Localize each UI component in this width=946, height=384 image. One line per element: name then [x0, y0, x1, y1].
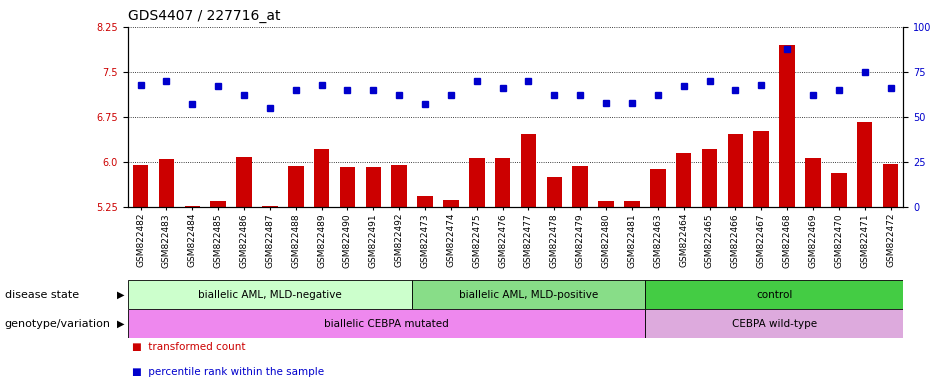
- Bar: [210, 201, 226, 207]
- Text: CEBPA wild-type: CEBPA wild-type: [731, 318, 816, 329]
- Bar: [645, 309, 903, 338]
- Text: biallelic AML, MLD-positive: biallelic AML, MLD-positive: [459, 290, 598, 300]
- Text: ▶: ▶: [117, 318, 125, 329]
- Bar: [645, 280, 903, 309]
- Bar: [753, 131, 769, 207]
- Bar: [495, 158, 511, 207]
- Bar: [727, 134, 744, 207]
- Bar: [184, 206, 201, 207]
- Bar: [547, 177, 562, 207]
- Bar: [236, 157, 252, 207]
- Bar: [780, 45, 795, 207]
- Text: ■  transformed count: ■ transformed count: [132, 342, 246, 352]
- Bar: [572, 166, 588, 207]
- Bar: [702, 149, 717, 207]
- Bar: [650, 169, 666, 207]
- Text: GDS4407 / 227716_at: GDS4407 / 227716_at: [128, 9, 280, 23]
- Text: biallelic CEBPA mutated: biallelic CEBPA mutated: [324, 318, 448, 329]
- Bar: [262, 205, 278, 207]
- Bar: [288, 166, 304, 207]
- Bar: [412, 280, 645, 309]
- Text: biallelic AML, MLD-negative: biallelic AML, MLD-negative: [198, 290, 342, 300]
- Bar: [365, 167, 381, 207]
- Bar: [314, 149, 329, 207]
- Bar: [598, 201, 614, 207]
- Text: ▶: ▶: [117, 290, 125, 300]
- Text: ■  percentile rank within the sample: ■ percentile rank within the sample: [132, 367, 324, 377]
- Bar: [128, 280, 412, 309]
- Bar: [443, 200, 459, 207]
- Text: control: control: [756, 290, 793, 300]
- Text: genotype/variation: genotype/variation: [5, 318, 111, 329]
- Bar: [857, 122, 872, 207]
- Bar: [159, 159, 174, 207]
- Bar: [469, 158, 484, 207]
- Bar: [132, 165, 149, 207]
- Bar: [883, 164, 899, 207]
- Bar: [675, 153, 692, 207]
- Bar: [392, 165, 407, 207]
- Bar: [520, 134, 536, 207]
- Bar: [417, 196, 433, 207]
- Bar: [340, 167, 356, 207]
- Text: disease state: disease state: [5, 290, 79, 300]
- Bar: [624, 201, 639, 207]
- Bar: [805, 158, 821, 207]
- Bar: [128, 309, 645, 338]
- Bar: [831, 173, 847, 207]
